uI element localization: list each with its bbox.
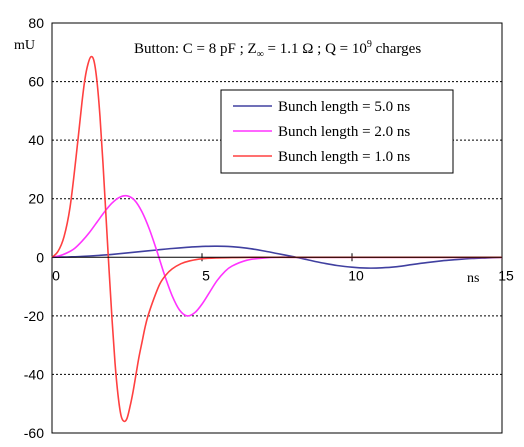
x-axis-label: ns [467, 271, 479, 286]
x-tick-label: 10 [348, 267, 364, 283]
y-tick-label: 80 [28, 15, 44, 31]
chart-title: Button: C = 8 pF ; Z∞ = 1.1 Ω ; Q = 109 … [134, 39, 421, 60]
x-tick-label: 15 [498, 267, 514, 283]
title-prefix: Button: C = 8 pF ; Z [134, 41, 257, 57]
series-lines [51, 55, 503, 423]
title-superscript: 9 [367, 39, 372, 50]
title-subscript: ∞ [257, 49, 264, 60]
title-suffix: charges [372, 41, 421, 57]
y-axis-label: mU [14, 38, 35, 53]
y-tick-label: -60 [24, 425, 44, 441]
y-tick-label: -20 [24, 308, 44, 324]
plot-area [51, 22, 503, 434]
y-tick-label: 0 [36, 249, 44, 265]
series-line [51, 194, 503, 317]
x-tick-labels: 0 5 10 15 [51, 253, 514, 283]
y-tick-label: 60 [28, 74, 44, 90]
series-line [51, 55, 503, 423]
legend-label: Bunch length = 1.0 ns [278, 149, 410, 165]
y-tick-label: -40 [24, 366, 44, 382]
legend: Bunch length = 5.0 ns Bunch length = 2.0 … [220, 89, 454, 174]
y-tick-label: 40 [28, 132, 44, 148]
y-tick-labels: -60 -40 -20 0 20 40 60 80 [24, 15, 44, 441]
legend-label: Bunch length = 5.0 ns [278, 99, 410, 115]
x-tick-label: 5 [202, 267, 210, 283]
x-tick-label: 0 [52, 267, 60, 283]
title-middle: = 1.1 Ω ; Q = 10 [264, 41, 367, 57]
legend-label: Bunch length = 2.0 ns [278, 124, 410, 140]
series-line [51, 245, 503, 269]
y-tick-label: 20 [28, 191, 44, 207]
